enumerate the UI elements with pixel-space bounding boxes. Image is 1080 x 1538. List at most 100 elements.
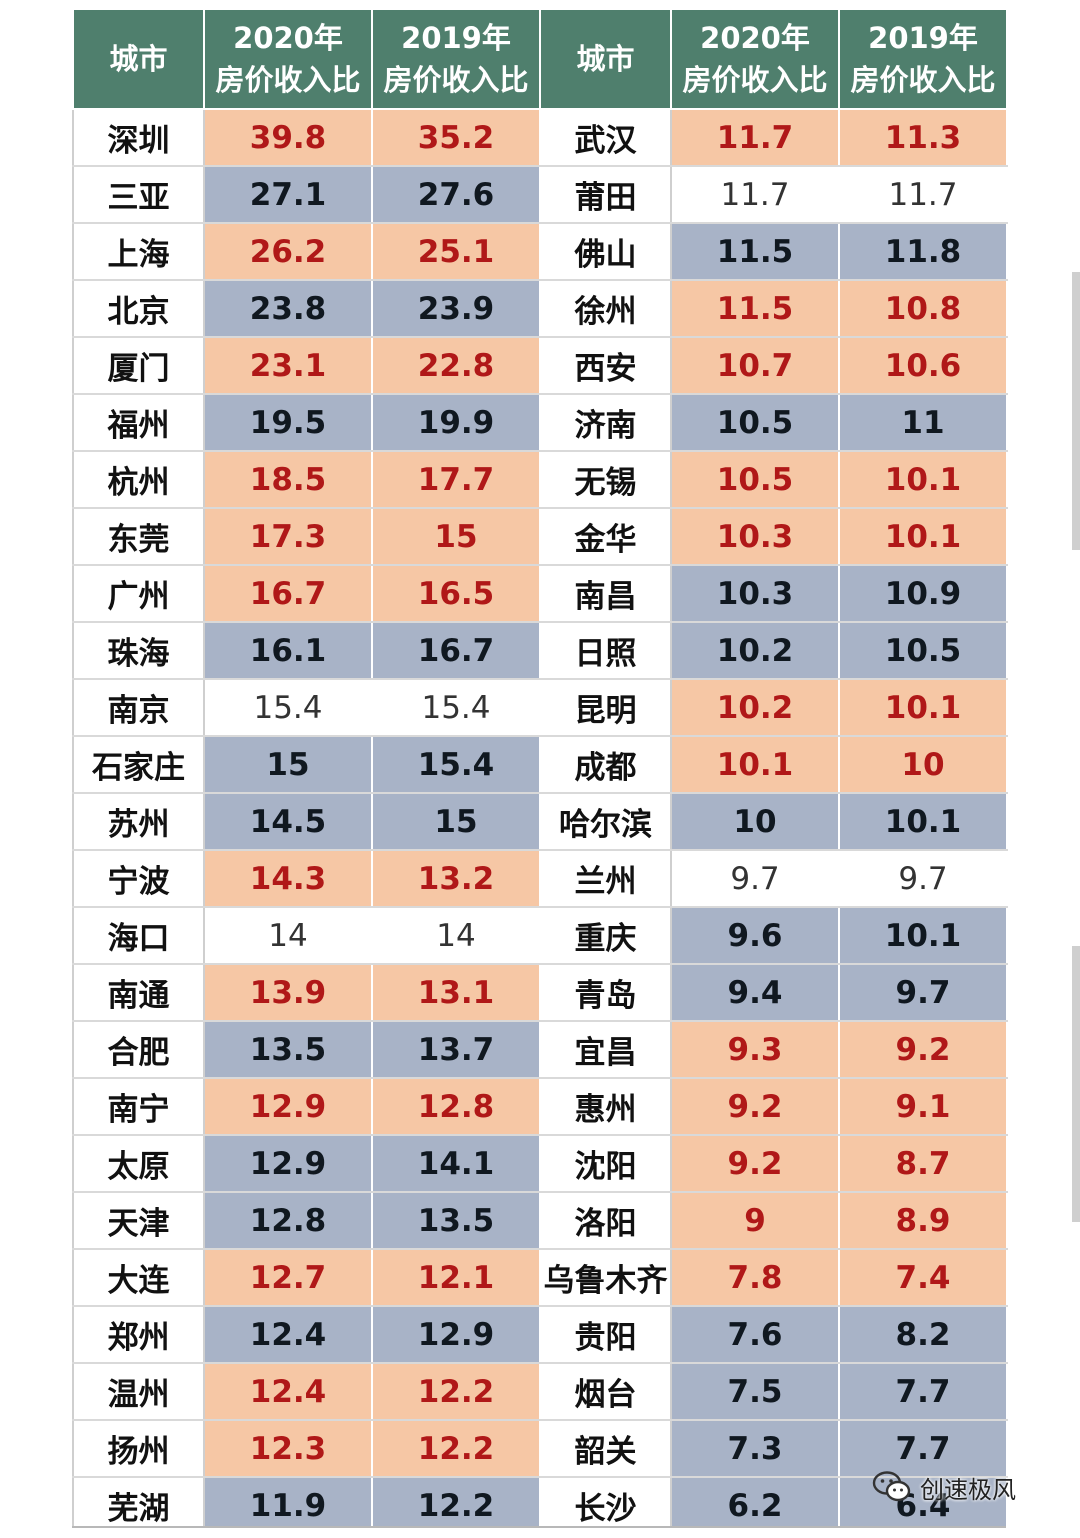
ratio-2020-cell: 17.3 — [203, 507, 373, 566]
table-row: 上海 26.2 25.1 佛山 11.5 11.8 — [72, 222, 1008, 281]
ratio-2019-cell: 9.2 — [838, 1020, 1008, 1079]
table-row: 南通 13.9 13.1 青岛 9.4 9.7 — [72, 963, 1008, 1022]
ratio-2020-cell: 39.8 — [203, 108, 373, 167]
city-cell: 哈尔滨 — [539, 792, 672, 851]
city-cell: 贵阳 — [539, 1305, 672, 1364]
ratio-2019-cell: 10.9 — [838, 564, 1008, 623]
ratio-2019-cell: 25.1 — [371, 222, 541, 281]
ratio-2020-cell: 12.9 — [203, 1077, 373, 1136]
ratio-2020-cell: 11.7 — [670, 108, 840, 167]
ratio-2019-cell: 7.4 — [838, 1248, 1008, 1307]
ratio-2019-cell: 12.2 — [371, 1476, 541, 1533]
ratio-2019-cell: 14.1 — [371, 1134, 541, 1193]
ratio-2019-cell: 8.2 — [838, 1305, 1008, 1364]
table-row: 海口 14 14 重庆 9.6 10.1 — [72, 906, 1008, 965]
ratio-2020-cell: 9.6 — [670, 906, 840, 965]
city-cell: 上海 — [72, 222, 205, 281]
ratio-2020-cell: 12.3 — [203, 1419, 373, 1478]
ratio-2019-cell: 10.6 — [838, 336, 1008, 395]
ratio-2020-cell: 9.4 — [670, 963, 840, 1022]
header-2019-right: 2019年 房价收入比 — [838, 8, 1008, 110]
ratio-2020-cell: 9 — [670, 1191, 840, 1250]
table-row: 苏州 14.5 15 哈尔滨 10 10.1 — [72, 792, 1008, 851]
ratio-2020-cell: 15 — [203, 735, 373, 794]
city-cell: 太原 — [72, 1134, 205, 1193]
header-2020-left: 2020年 房价收入比 — [203, 8, 373, 110]
ratio-2020-cell: 23.8 — [203, 279, 373, 338]
ratio-2020-cell: 12.7 — [203, 1248, 373, 1307]
house-price-income-ratio-table: 城市 2020年 房价收入比 2019年 房价收入比 城市 2020年 房价收入比 2… — [72, 8, 1008, 1533]
ratio-2019-cell: 9.7 — [838, 849, 1008, 908]
ratio-2020-cell: 10.1 — [670, 735, 840, 794]
table-row: 深圳 39.8 35.2 武汉 11.7 11.3 — [72, 108, 1008, 167]
city-cell: 莆田 — [539, 165, 672, 224]
city-cell: 南昌 — [539, 564, 672, 623]
table-row: 郑州 12.4 12.9 贵阳 7.6 8.2 — [72, 1305, 1008, 1364]
header-2019-left: 2019年 房价收入比 — [371, 8, 541, 110]
city-cell: 南通 — [72, 963, 205, 1022]
ratio-2019-cell: 19.9 — [371, 393, 541, 452]
ratio-2020-cell: 16.7 — [203, 564, 373, 623]
city-cell: 郑州 — [72, 1305, 205, 1364]
ratio-2019-cell: 10.1 — [838, 792, 1008, 851]
table-row: 合肥 13.5 13.7 宜昌 9.3 9.2 — [72, 1020, 1008, 1079]
city-cell: 福州 — [72, 393, 205, 452]
ratio-2020-cell: 11.9 — [203, 1476, 373, 1533]
table-row: 大连 12.7 12.1 乌鲁木齐 7.8 7.4 — [72, 1248, 1008, 1307]
ratio-2020-cell: 7.8 — [670, 1248, 840, 1307]
city-cell: 昆明 — [539, 678, 672, 737]
city-cell: 烟台 — [539, 1362, 672, 1421]
ratio-2020-cell: 12.4 — [203, 1305, 373, 1364]
table-row: 厦门 23.1 22.8 西安 10.7 10.6 — [72, 336, 1008, 395]
ratio-2019-cell: 10.1 — [838, 507, 1008, 566]
table-row: 天津 12.8 13.5 洛阳 9 8.9 — [72, 1191, 1008, 1250]
header-city-left: 城市 — [72, 8, 205, 110]
city-cell: 武汉 — [539, 108, 672, 167]
city-cell: 广州 — [72, 564, 205, 623]
city-cell: 青岛 — [539, 963, 672, 1022]
ratio-2020-cell: 9.3 — [670, 1020, 840, 1079]
header-2020-right: 2020年 房价收入比 — [670, 8, 840, 110]
ratio-2020-cell: 10 — [670, 792, 840, 851]
ratio-2019-cell: 15.4 — [371, 678, 541, 737]
city-cell: 乌鲁木齐 — [539, 1248, 672, 1307]
ratio-2019-cell: 12.2 — [371, 1419, 541, 1478]
header-city-right: 城市 — [539, 8, 672, 110]
city-cell: 三亚 — [72, 165, 205, 224]
ratio-2019-cell: 15 — [371, 507, 541, 566]
ratio-2019-cell: 8.7 — [838, 1134, 1008, 1193]
ratio-2020-cell: 7.3 — [670, 1419, 840, 1478]
ratio-2020-cell: 10.5 — [670, 393, 840, 452]
ratio-2019-cell: 23.9 — [371, 279, 541, 338]
table-body: 深圳 39.8 35.2 武汉 11.7 11.3 三亚 27.1 27.6 莆田 11.7 11.7… — [72, 108, 1008, 1533]
ratio-2019-cell: 11.8 — [838, 222, 1008, 281]
table-row: 北京 23.8 23.9 徐州 11.5 10.8 — [72, 279, 1008, 338]
table-row: 芜湖 11.9 12.2 长沙 6.2 6.4 — [72, 1476, 1008, 1533]
ratio-2019-cell: 11 — [838, 393, 1008, 452]
ratio-2019-cell: 13.1 — [371, 963, 541, 1022]
ratio-2020-cell: 6.2 — [670, 1476, 840, 1533]
ratio-2020-cell: 10.3 — [670, 564, 840, 623]
ratio-2019-cell: 16.5 — [371, 564, 541, 623]
ratio-2020-cell: 10.5 — [670, 450, 840, 509]
watermark: 创速极风 — [872, 1466, 1016, 1508]
ratio-2019-cell: 12.9 — [371, 1305, 541, 1364]
ratio-2019-cell: 11.7 — [838, 165, 1008, 224]
city-cell: 苏州 — [72, 792, 205, 851]
ratio-2019-cell: 17.7 — [371, 450, 541, 509]
table-row: 温州 12.4 12.2 烟台 7.5 7.7 — [72, 1362, 1008, 1421]
city-cell: 南宁 — [72, 1077, 205, 1136]
ratio-2019-cell: 10.1 — [838, 678, 1008, 737]
ratio-2020-cell: 13.5 — [203, 1020, 373, 1079]
city-cell: 长沙 — [539, 1476, 672, 1533]
table-row: 三亚 27.1 27.6 莆田 11.7 11.7 — [72, 165, 1008, 224]
ratio-2019-cell: 13.5 — [371, 1191, 541, 1250]
ratio-2020-cell: 16.1 — [203, 621, 373, 680]
ratio-2020-cell: 14.5 — [203, 792, 373, 851]
ratio-2020-cell: 13.9 — [203, 963, 373, 1022]
ratio-2019-cell: 10 — [838, 735, 1008, 794]
ratio-2019-cell: 10.1 — [838, 450, 1008, 509]
watermark-text: 创速极风 — [920, 1475, 1016, 1504]
ratio-2020-cell: 12.9 — [203, 1134, 373, 1193]
table-row: 太原 12.9 14.1 沈阳 9.2 8.7 — [72, 1134, 1008, 1193]
